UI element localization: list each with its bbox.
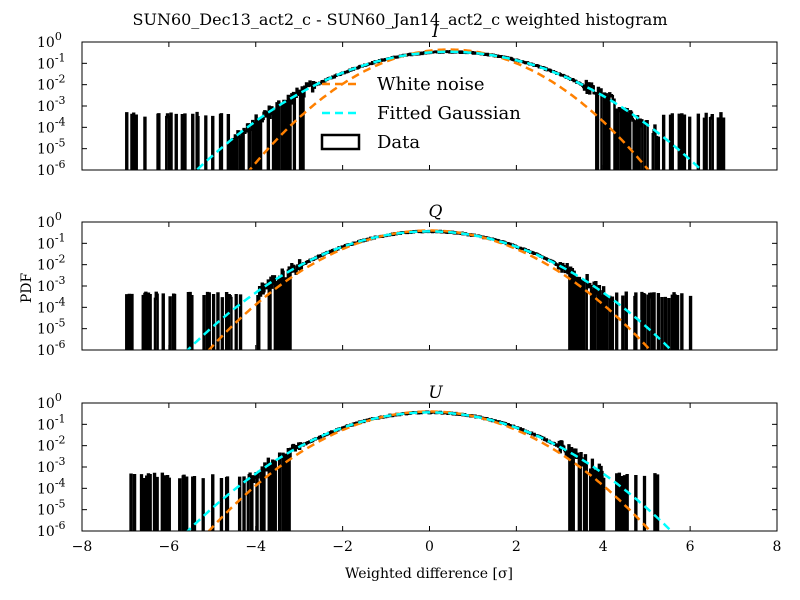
plot-area <box>125 48 726 170</box>
fitted-gaussian-curve <box>185 411 674 531</box>
y-tick-label: 10-2 <box>37 73 66 94</box>
y-tick-label: 100 <box>37 391 62 412</box>
y-tick-label: 10-6 <box>37 519 66 540</box>
x-tick-label: −2 <box>332 539 353 555</box>
y-tick-label: 10-1 <box>37 231 66 252</box>
y-tick-label: 10-6 <box>37 338 66 359</box>
panel-title: Q <box>429 202 443 222</box>
fitted-gaussian-curve <box>185 230 674 350</box>
y-tick-label: 10-1 <box>37 51 66 72</box>
y-tick-label: 10-3 <box>37 94 66 115</box>
fitted-gaussian-curve <box>194 50 704 170</box>
x-tick-label: 0 <box>425 539 434 555</box>
x-tick-label: 6 <box>686 539 695 555</box>
y-tick-label: 10-5 <box>37 137 66 158</box>
white-noise-curve <box>248 48 651 170</box>
y-tick-label: 10-5 <box>37 317 66 338</box>
y-tick-label: 10-1 <box>37 412 66 433</box>
y-tick-label: 10-5 <box>37 498 66 519</box>
panel-title: U <box>428 383 443 403</box>
chart-title: SUN60_Dec13_act2_c - SUN60_Jan14_act2_c … <box>133 10 668 29</box>
data-histogram <box>125 229 693 350</box>
x-tick-label: 8 <box>773 539 782 555</box>
plot-area <box>125 229 693 350</box>
legend-swatch <box>320 133 361 151</box>
panel-title: I <box>431 22 439 42</box>
x-tick-label: −4 <box>245 539 266 555</box>
y-tick-label: 10-4 <box>37 476 66 497</box>
x-tick-label: −6 <box>159 539 180 555</box>
y-tick-label: 100 <box>37 30 62 51</box>
plot-area <box>129 410 674 531</box>
y-tick-label: 10-6 <box>37 158 66 179</box>
legend-label: Fitted Gaussian <box>377 103 521 124</box>
legend: White noise Fitted Gaussian Data <box>320 74 521 153</box>
y-axis-label: PDF <box>19 273 35 304</box>
y-tick-label: 100 <box>37 210 62 231</box>
x-tick-label: 4 <box>599 539 608 555</box>
y-tick-label: 10-3 <box>37 274 66 295</box>
y-tick-label: 10-4 <box>37 295 66 316</box>
legend-label: Data <box>377 132 420 153</box>
x-axis-label: Weighted difference [σ] <box>345 566 513 582</box>
y-tick-label: 10-4 <box>37 115 66 136</box>
y-tick-label: 10-2 <box>37 434 66 455</box>
x-tick-label: −8 <box>72 539 93 555</box>
x-tick-label: 2 <box>512 539 521 555</box>
y-tick-label: 10-3 <box>37 455 66 476</box>
y-tick-label: 10-2 <box>37 253 66 274</box>
legend-label: White noise <box>377 74 485 95</box>
